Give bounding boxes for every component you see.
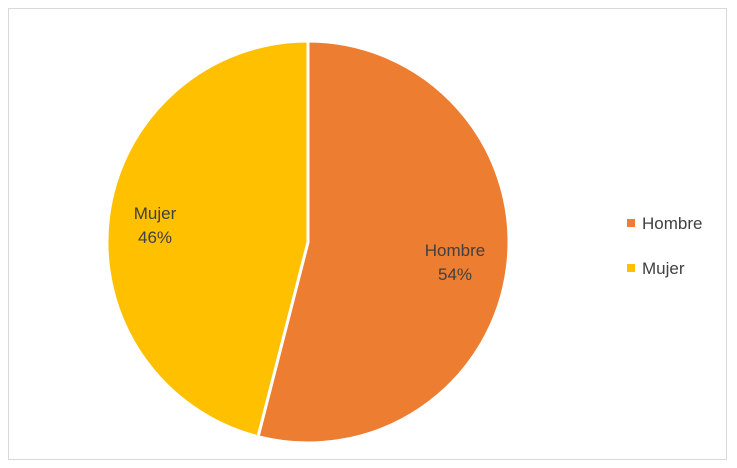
legend-label-hombre: Hombre — [642, 214, 702, 233]
pie-slice-mujer — [105, 39, 310, 439]
data-label-category-mujer: Mujer — [134, 204, 177, 223]
pie-slice-hombre — [256, 39, 511, 445]
legend-swatch-hombre — [627, 219, 635, 227]
legend-swatch-mujer — [627, 264, 635, 272]
data-label-percent-hombre: 54% — [438, 265, 472, 284]
data-label-percent-mujer: 46% — [138, 228, 172, 247]
legend-label-mujer: Mujer — [642, 259, 685, 278]
data-label-category-hombre: Hombre — [425, 241, 485, 260]
